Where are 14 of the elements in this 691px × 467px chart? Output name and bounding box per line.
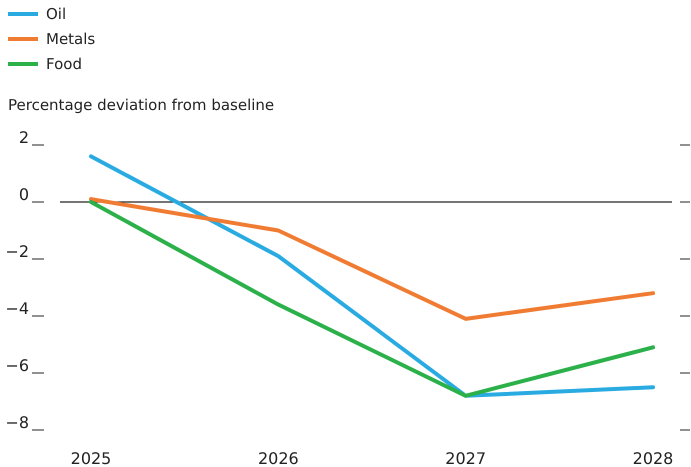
x-tick-label: 2026 (258, 449, 299, 467)
x-tick-label: 2028 (632, 449, 674, 467)
y-tick-label: −4 (5, 299, 29, 318)
y-tick-label: 0 (18, 185, 29, 204)
legend-label: Food (46, 55, 82, 73)
y-tick-label: −6 (5, 356, 29, 375)
x-tick-label: 2027 (445, 449, 486, 467)
legend-label: Metals (46, 30, 96, 48)
legend-label: Oil (46, 5, 66, 23)
y-tick-label: −2 (5, 242, 29, 261)
x-tick-label: 2025 (70, 449, 112, 467)
y-axis-title: Percentage deviation from baseline (8, 96, 274, 114)
y-tick-label: −8 (5, 413, 29, 432)
y-tick-label: 2 (18, 128, 29, 147)
